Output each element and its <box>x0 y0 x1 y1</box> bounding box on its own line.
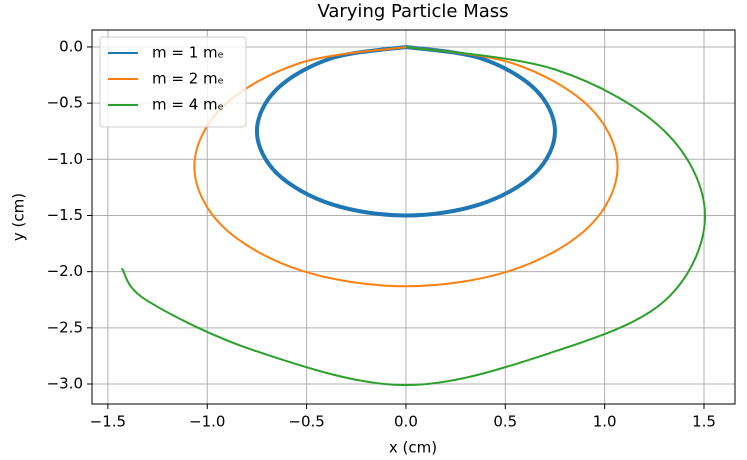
plot-frame <box>91 29 736 405</box>
y-tick-label: −2.0 <box>47 262 83 280</box>
x-tick-label: −1.5 <box>90 413 126 431</box>
x-tick-label: 1.0 <box>593 413 617 431</box>
y-tick-label: −1.0 <box>47 150 83 168</box>
chart-title: Varying Particle Mass <box>317 1 508 22</box>
series-line <box>120 45 706 387</box>
legend-label: m = 4 mₑ <box>152 96 224 114</box>
y-axis-label: y (cm) <box>10 193 28 241</box>
y-tick-label: −2.5 <box>47 318 83 336</box>
legend-label: m = 1 mₑ <box>152 44 224 62</box>
y-tick-label: −0.5 <box>47 94 83 112</box>
legend-label: m = 2 mₑ <box>152 70 224 88</box>
y-tick-label: −1.5 <box>47 206 83 224</box>
x-tick-label: 0.5 <box>493 413 517 431</box>
x-tick-label: −0.5 <box>288 413 324 431</box>
x-tick-label: 0.0 <box>394 413 418 431</box>
x-tick-label: −1.0 <box>189 413 225 431</box>
series-line <box>254 44 557 218</box>
y-tick-label: −3.0 <box>47 375 83 393</box>
x-axis-label: x (cm) <box>389 439 437 457</box>
x-tick-label: 1.5 <box>692 413 716 431</box>
y-tick-label: 0.0 <box>59 37 83 55</box>
